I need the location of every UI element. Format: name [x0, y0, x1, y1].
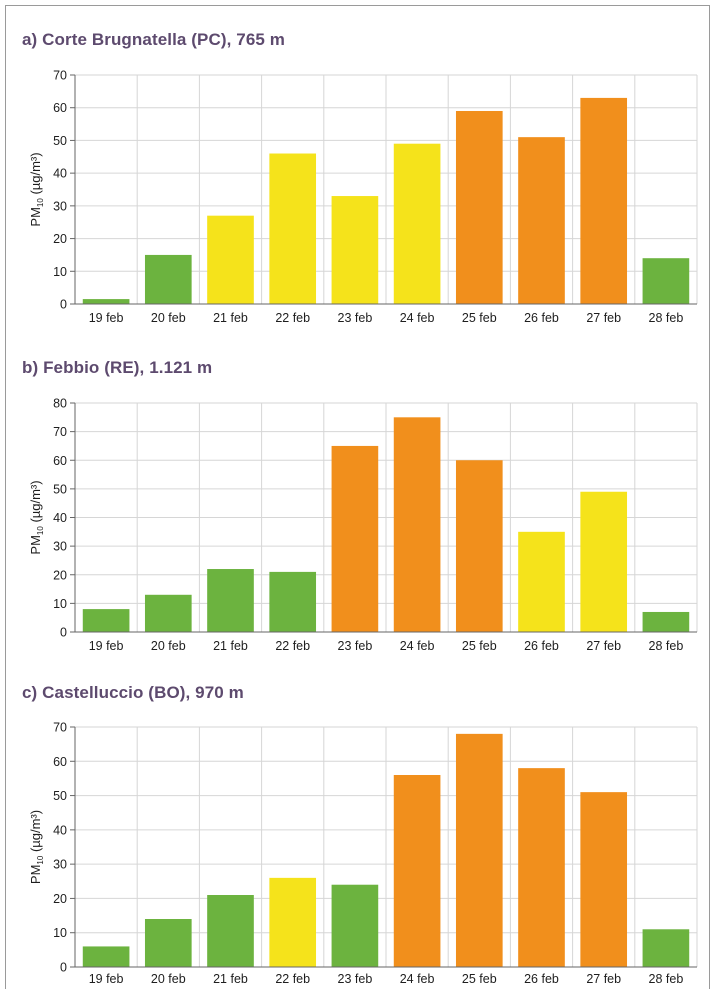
chart-b-xtick-label: 24 feb	[400, 639, 435, 653]
chart-a-title: a) Corte Brugnatella (PC), 765 m	[22, 30, 285, 49]
chart-b-bar	[144, 594, 192, 632]
chart-c-bar	[144, 919, 192, 967]
chart-a-xtick-label: 28 feb	[649, 311, 684, 325]
chart-c-ytick-label: 30	[53, 858, 67, 872]
chart-b-ytick-label: 30	[53, 540, 67, 554]
chart-a-bar	[331, 196, 379, 304]
chart-b-ytick-label: 50	[53, 482, 67, 496]
chart-b: 0 10 20 30 40 50 60 70 80 19 feb 20 feb 21 feb 22 fe…	[28, 397, 698, 653]
chart-a-xtick-label: 22 feb	[275, 311, 310, 325]
chart-a-ytick-label: 0	[60, 298, 67, 312]
chart-a-xtick-label: 24 feb	[400, 311, 435, 325]
chart-c-bar	[455, 733, 503, 967]
chart-c-bar	[580, 792, 628, 967]
chart-c-xtick-label: 21 feb	[213, 972, 248, 986]
chart-b-y-axis-label: PM10 (µg/m³)	[28, 480, 45, 554]
chart-c-ytick-label: 10	[53, 926, 67, 940]
chart-b-bar	[642, 611, 690, 632]
chart-b-bar	[331, 445, 379, 632]
chart-a-ytick-label: 30	[53, 199, 67, 213]
chart-c-xtick-label: 23 feb	[338, 972, 373, 986]
chart-c-xtick-label: 20 feb	[151, 972, 186, 986]
chart-c-ytick-label: 50	[53, 789, 67, 803]
chart-b-bar	[82, 609, 130, 632]
chart-b-xtick-label: 22 feb	[275, 639, 310, 653]
chart-c-bar	[518, 768, 565, 967]
chart-c-xtick-label: 26 feb	[524, 972, 559, 986]
chart-a-xtick-label: 26 feb	[524, 311, 559, 325]
chart-b-ytick-label: 40	[53, 511, 67, 525]
chart-a-bar	[580, 97, 628, 305]
chart-a-bar	[82, 299, 130, 304]
chart-a-xtick-label: 27 feb	[586, 311, 621, 325]
chart-a-bar	[642, 258, 690, 304]
chart-b-ytick-label: 20	[53, 568, 67, 582]
chart-c-xtick-label: 28 feb	[649, 972, 684, 986]
chart-c-ytick-label: 40	[53, 823, 67, 837]
chart-c-ytick-label: 20	[53, 892, 67, 906]
chart-a-ytick-label: 60	[53, 101, 67, 115]
chart-c-xtick-label: 22 feb	[275, 972, 310, 986]
chart-a: 0 10 20 30 40 50 60 70 19 feb 20 feb 21 feb 22 feb 2…	[28, 69, 698, 325]
chart-c-ytick-label: 70	[53, 721, 67, 735]
chart-b-bar	[518, 531, 565, 632]
chart-c-xtick-label: 25 feb	[462, 972, 497, 986]
chart-b-xtick-label: 19 feb	[89, 639, 124, 653]
chart-c-ytick-label: 60	[53, 755, 67, 769]
chart-c-xtick-label: 27 feb	[586, 972, 621, 986]
chart-a-bar	[393, 143, 441, 304]
chart-a-ytick-label: 70	[53, 69, 67, 83]
chart-a-ytick-label: 40	[53, 167, 67, 181]
chart-a-bar	[207, 215, 254, 304]
chart-b-title: b) Febbio (RE), 1.121 m	[22, 358, 213, 377]
chart-b-bar	[269, 571, 317, 632]
chart-b-bar	[393, 417, 441, 632]
chart-a-ytick-label: 20	[53, 232, 67, 246]
chart-b-xtick-label: 21 feb	[213, 639, 248, 653]
chart-c-bar	[393, 775, 441, 967]
chart-a-bar	[455, 110, 503, 304]
chart-a-xtick-label: 20 feb	[151, 311, 186, 325]
chart-c-bar	[82, 946, 130, 967]
chart-c-bar	[269, 877, 317, 967]
chart-c-title: c) Castelluccio (BO), 970 m	[22, 683, 244, 702]
chart-c-xtick-label: 24 feb	[400, 972, 435, 986]
chart-b-bar	[580, 491, 628, 632]
chart-c-bar	[642, 929, 690, 967]
chart-b-xtick-label: 26 feb	[524, 639, 559, 653]
chart-a-xtick-label: 25 feb	[462, 311, 497, 325]
chart-c-y-axis-label: PM10 (µg/m³)	[28, 810, 45, 884]
chart-a-bar	[269, 153, 317, 304]
figure-frame	[5, 5, 710, 989]
chart-b-xtick-label: 25 feb	[462, 639, 497, 653]
chart-b-ytick-label: 60	[53, 454, 67, 468]
chart-b-bar	[207, 569, 254, 632]
chart-a-xtick-label: 21 feb	[213, 311, 248, 325]
chart-a-bar	[518, 137, 565, 304]
chart-a-xtick-label: 19 feb	[89, 311, 124, 325]
chart-b-xtick-label: 27 feb	[586, 639, 621, 653]
chart-b-ytick-label: 0	[60, 626, 67, 640]
chart-c-xtick-label: 19 feb	[89, 972, 124, 986]
chart-c-ytick-label: 0	[60, 961, 67, 975]
chart-b-bar	[455, 460, 503, 632]
chart-a-ytick-label: 10	[53, 265, 67, 279]
chart-b-xtick-label: 20 feb	[151, 639, 186, 653]
chart-c: 0 10 20 30 40 50 60 70 19 feb 20 feb 21 feb 22 feb 2…	[28, 721, 698, 986]
chart-a-xtick-label: 23 feb	[338, 311, 373, 325]
chart-b-ytick-label: 70	[53, 425, 67, 439]
chart-b-ytick-label: 80	[53, 397, 67, 411]
chart-b-xtick-label: 28 feb	[649, 639, 684, 653]
chart-b-ytick-label: 10	[53, 597, 67, 611]
chart-a-bar	[144, 254, 192, 304]
chart-a-y-axis-label: PM10 (µg/m³)	[28, 152, 45, 226]
chart-a-ytick-label: 50	[53, 134, 67, 148]
chart-b-xtick-label: 23 feb	[338, 639, 373, 653]
chart-c-bar	[331, 884, 379, 967]
chart-c-bar	[207, 895, 254, 967]
